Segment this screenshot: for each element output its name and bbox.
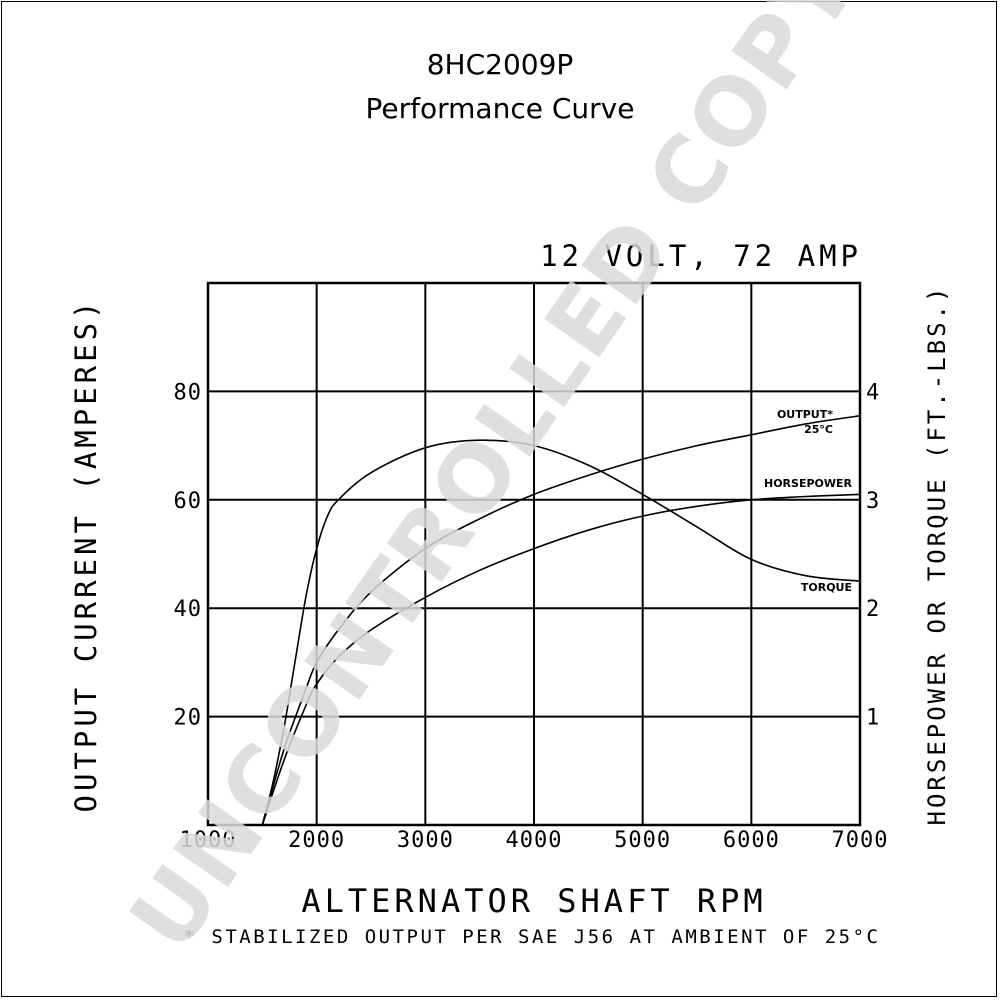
- y-tick-label: 80: [174, 380, 203, 405]
- series-label: 25°C: [804, 423, 833, 436]
- y2-tick-label: 3: [866, 489, 879, 514]
- y2-tick-label: 1: [866, 706, 879, 731]
- x-axis-label: ALTERNATOR SHAFT RPM: [301, 882, 766, 920]
- horsepower-curve: [261, 493, 861, 826]
- y-tick-label: 60: [174, 489, 203, 514]
- series-label: TORQUE: [801, 581, 852, 594]
- x-tick-label: 3000: [397, 828, 454, 853]
- footnote: * STABILIZED OUTPUT PER SAE J56 AT AMBIE…: [184, 926, 881, 948]
- output-curve: [261, 415, 861, 826]
- chart-subtitle: Performance Curve: [366, 92, 635, 125]
- x-tick-label: 1000: [180, 828, 237, 853]
- y-tick-label: 20: [174, 706, 203, 731]
- x-tick-label: 4000: [506, 828, 563, 853]
- rating-label: 12 VOLT, 72 AMP: [540, 239, 862, 273]
- y-tick-label: 40: [174, 597, 203, 622]
- series-label: OUTPUT*: [777, 408, 833, 421]
- chart-curves: [261, 415, 861, 826]
- x-tick-label: 2000: [288, 828, 345, 853]
- torque-curve: [261, 439, 861, 826]
- y2-axis-label: HORSEPOWER OR TORQUE (FT.-LBS.): [923, 285, 951, 826]
- y2-tick-label: 2: [866, 597, 879, 622]
- x-tick-label: 6000: [723, 828, 780, 853]
- chart-tick-labels: 1000 2000 3000 4000 5000 6000 7000 20 40 60 80 1 2 3 4…: [174, 380, 889, 853]
- x-tick-label: 5000: [614, 828, 671, 853]
- model-title: 8HC2009P: [427, 48, 574, 81]
- y-axis-label: OUTPUT CURRENT (AMPERES): [69, 297, 103, 812]
- series-label: HORSEPOWER: [764, 477, 853, 490]
- y2-tick-label: 4: [866, 380, 879, 405]
- x-tick-label: 7000: [832, 828, 889, 853]
